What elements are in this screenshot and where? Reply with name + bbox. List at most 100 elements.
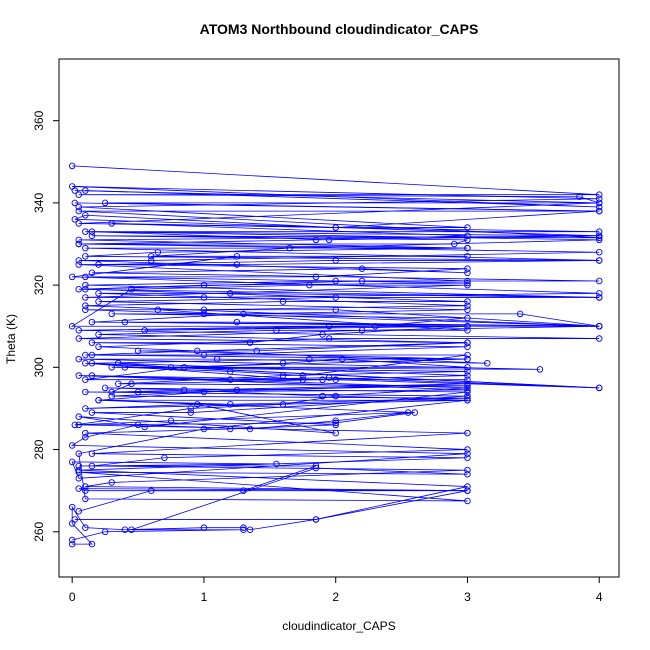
data-point-3-17 <box>464 386 471 394</box>
data-point-0-83 <box>576 193 583 200</box>
data-point-1-48 <box>233 261 241 268</box>
data-point-0-60 <box>516 310 524 318</box>
data-point-0-85 <box>595 191 603 198</box>
data-point-3-32 <box>464 306 471 314</box>
y-tick-label-2: 300 <box>32 357 46 377</box>
data-point-2-9 <box>411 409 419 416</box>
data-point-0-67 <box>200 294 208 301</box>
data-point-3-50 <box>595 228 603 235</box>
axis-ticks: 0 1 2 3 4 260 280 300 320 340 360 <box>32 110 603 604</box>
data-point-2-8 <box>332 419 339 427</box>
data-point-1-13 <box>194 401 201 408</box>
data-point-0-15 <box>75 462 83 470</box>
data-point-1-36 <box>273 327 280 334</box>
data-point-0-33 <box>200 388 208 396</box>
data-point-2-35 <box>464 302 471 309</box>
data-point-1-29 <box>115 359 122 367</box>
data-point-3-11 <box>332 421 339 429</box>
data-point-2-3 <box>75 466 83 474</box>
data-point-0-81 <box>101 199 109 207</box>
data-point-1-1 <box>101 528 109 536</box>
data-point-0-73 <box>286 244 293 252</box>
data-point-0-8 <box>246 526 254 533</box>
data-point-3-52 <box>595 199 603 207</box>
data-point-0-30 <box>332 392 339 400</box>
data-point-0-39 <box>82 376 89 383</box>
data-point-3-42 <box>95 261 102 268</box>
data-point-3-39 <box>82 273 89 281</box>
data-point-1-17 <box>464 388 471 396</box>
data-point-0-22 <box>134 421 142 429</box>
data-point-1-22 <box>88 372 96 379</box>
x-tick-label-3: 3 <box>464 590 471 604</box>
data-point-3-24 <box>82 351 89 359</box>
data-point-3-43 <box>332 257 339 264</box>
data-point-3-47 <box>75 236 83 244</box>
data-point-0-41 <box>279 359 287 367</box>
data-point-2-37 <box>227 290 234 297</box>
data-point-3-36 <box>75 285 83 293</box>
x-tick-label-1: 1 <box>201 590 208 604</box>
data-point-0-44 <box>121 364 129 371</box>
data-point-0-43 <box>464 364 471 371</box>
y-tick-label-1: 280 <box>32 439 46 459</box>
data-point-0-69 <box>68 273 76 281</box>
x-tick-label-4: 4 <box>596 590 603 604</box>
data-point-3-27 <box>75 335 83 342</box>
data-point-1-61 <box>595 195 603 203</box>
data-point-1-54 <box>312 236 320 244</box>
data-point-3-18 <box>75 372 83 379</box>
data-point-2-21 <box>75 355 83 363</box>
chart-title: ATOM3 Northbound cloudindicator_CAPS <box>200 21 479 37</box>
data-point-1-15 <box>75 413 83 420</box>
data-point-0-74 <box>595 236 603 244</box>
series-line-0 <box>70 165 600 545</box>
y-axis-label: Theta (K) <box>4 314 18 364</box>
data-point-2-34 <box>200 306 208 314</box>
data-point-2-31 <box>233 318 241 326</box>
data-point-1-56 <box>71 216 79 223</box>
data-point-0-77 <box>464 232 471 240</box>
data-point-0-19 <box>464 450 471 457</box>
data-point-1-63 <box>595 203 603 211</box>
data-point-0-66 <box>82 294 89 301</box>
data-point-2-7 <box>75 421 83 429</box>
data-point-0-24 <box>332 417 339 425</box>
data-point-0-7 <box>240 524 247 531</box>
data-point-3-21 <box>88 359 96 367</box>
data-point-0-57 <box>464 314 471 322</box>
data-point-2-24 <box>95 343 102 351</box>
data-point-3-2 <box>464 487 471 494</box>
data-point-2-55 <box>71 199 79 207</box>
data-point-0-71 <box>464 253 471 260</box>
data-point-1-39 <box>332 306 339 314</box>
data-point-2-25 <box>325 335 333 342</box>
data-point-2-42 <box>88 269 96 277</box>
data-point-0-63 <box>128 285 135 293</box>
data-point-3-53 <box>71 187 79 194</box>
data-point-3-28 <box>358 327 366 334</box>
data-point-2-49 <box>451 240 458 248</box>
data-point-1-35 <box>95 331 102 338</box>
data-point-3-34 <box>332 294 339 301</box>
data-point-1-7 <box>464 497 471 505</box>
data-point-0-6 <box>200 524 208 531</box>
data-point-2-33 <box>82 306 89 314</box>
data-point-2-52 <box>595 234 603 242</box>
data-point-1-51 <box>154 248 162 256</box>
data-point-3-51 <box>75 220 83 227</box>
data-point-1-23 <box>227 376 234 383</box>
data-point-2-48 <box>75 240 83 248</box>
plot-points <box>68 162 603 548</box>
data-point-2-10 <box>95 396 102 404</box>
data-point-1-41 <box>82 302 89 309</box>
data-point-2-15 <box>464 382 471 390</box>
data-point-1-14 <box>332 429 339 437</box>
x-tick-label-0: 0 <box>69 590 76 604</box>
data-point-3-1 <box>147 487 155 494</box>
data-point-0-34 <box>464 380 471 388</box>
data-point-0-65 <box>464 281 471 289</box>
plot-lines <box>70 165 600 545</box>
data-point-2-23 <box>483 359 491 367</box>
y-tick-label-3: 320 <box>32 275 46 295</box>
